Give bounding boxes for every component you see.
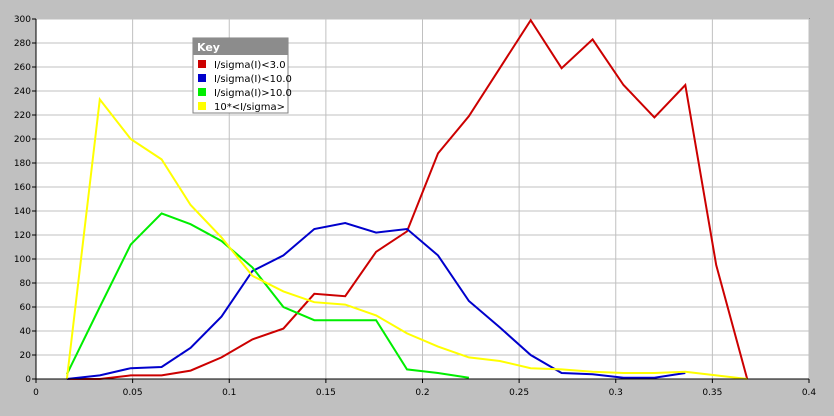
legend: Key I/sigma(I)<3.0 I/sigma(I)<10.0 I/sigma… (192, 37, 292, 114)
y-tick-label: 60 (20, 303, 32, 313)
y-tick-label: 200 (14, 135, 31, 145)
series-line-4 (65, 96, 748, 380)
y-tick-label: 280 (14, 39, 31, 49)
legend-title: Key (197, 41, 220, 54)
y-tick-label: 260 (14, 63, 31, 73)
x-tick-label: 0.1 (222, 388, 236, 398)
series-line-3 (66, 212, 470, 379)
legend-swatch (198, 60, 206, 68)
series-line-2 (66, 221, 686, 380)
y-tick-label: 240 (14, 87, 31, 97)
y-tick-label: 40 (20, 327, 32, 337)
y-tick-label: 120 (14, 231, 31, 241)
series-line-1 (66, 18, 749, 380)
x-tick-label: 0.4 (802, 388, 817, 398)
legend-swatch (198, 74, 206, 82)
legend-label: I/sigma(I)<10.0 (214, 74, 292, 85)
y-tick-label: 300 (14, 15, 31, 25)
x-tick-label: 0.05 (123, 388, 143, 398)
legend-label: I/sigma(I)<3.0 (214, 60, 286, 71)
series-lines (65, 18, 749, 380)
legend-swatch (198, 88, 206, 96)
x-tick-label: 0.2 (415, 388, 429, 398)
x-tick-label: 0.3 (609, 388, 623, 398)
y-tick-label: 80 (20, 279, 32, 289)
legend-label: 10*<I/sigma> (214, 102, 285, 113)
y-tick-label: 20 (20, 351, 32, 361)
y-tick-label: 100 (14, 255, 31, 265)
x-tick-label: 0.35 (702, 388, 722, 398)
y-tick-label: 220 (14, 111, 31, 121)
y-tick-label: 160 (14, 183, 31, 193)
axes: 0 20 40 60 80 100 120 140 160 180 200 220 240 260 280 3… (14, 15, 817, 398)
y-tick-label: 140 (14, 207, 31, 217)
legend-label: I/sigma(I)>10.0 (214, 88, 292, 99)
legend-titlebar (193, 38, 288, 55)
y-tick-label: 180 (14, 159, 31, 169)
x-tick-label: 0 (33, 388, 39, 398)
x-tick-label: 0.15 (316, 388, 336, 398)
legend-swatch (198, 102, 206, 110)
x-tick-label: 0.25 (509, 388, 529, 398)
y-tick-label: 0 (25, 375, 31, 385)
